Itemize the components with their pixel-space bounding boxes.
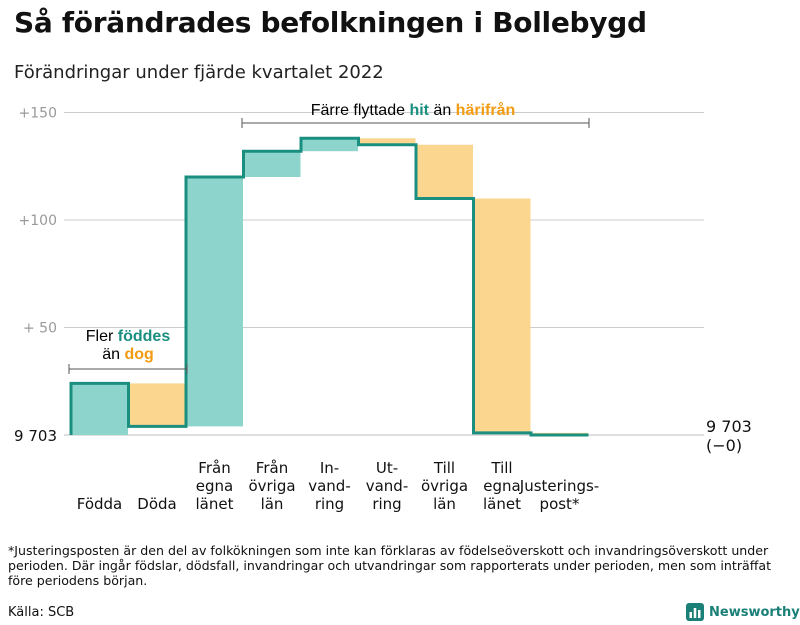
y-tick-label: +150 [19, 106, 57, 122]
source-label: Källa: SCB [8, 605, 75, 620]
brand-name: Newsworthy [709, 604, 800, 620]
annotation-births-prefix: Fler [86, 328, 118, 345]
annotation-deaths-prefix: än [102, 346, 124, 363]
waterfall-bar [473, 198, 531, 433]
y-tick-label: +100 [19, 213, 57, 229]
bar-chart-icon [686, 603, 704, 621]
x-tick-label: Till egna länet [483, 459, 521, 513]
annotation-births-bracket [68, 364, 188, 374]
waterfall-bar [416, 144, 473, 199]
brand-logo: Newsworthy [686, 603, 800, 621]
annotation-births-highlight: föddes [118, 328, 171, 345]
waterfall-bar [71, 383, 128, 435]
waterfall-bar [358, 138, 416, 145]
waterfall-bar [186, 177, 243, 427]
waterfall-bar [243, 151, 301, 177]
x-tick-label: Till övriga län [421, 459, 468, 513]
end-change-label: (−0) [706, 436, 742, 455]
annotation-births-line1: Fler föddes [86, 328, 171, 345]
population-step-line [69, 136, 589, 437]
chart-title: Så förändrades befolkningen i Bollebygd [14, 6, 647, 39]
end-population-label: 9 703 [706, 417, 752, 436]
annotation-migration-harifran: härifrån [456, 101, 516, 119]
x-tick-label: Från egna länet [196, 459, 234, 513]
annotation-migration-prefix: Färre flyttade [311, 102, 410, 119]
waterfall-chart: +150 +100 + 50 9 703 Födda Döda Från egna länet… [14, 101, 752, 513]
annotation-migration-bracket [241, 118, 590, 128]
x-tick-label: Ut-vand-ring [366, 459, 409, 513]
x-tick-label: Från övriga län [248, 459, 295, 513]
waterfall-bar [301, 138, 358, 152]
x-tick-label: In-vand-ring [308, 459, 351, 513]
annotation-births-line2: än dog [102, 346, 154, 363]
footnote: *Justeringsposten är den del av folkökni… [8, 543, 772, 588]
annotation-migration-middle: än [429, 102, 456, 119]
annotation-migration: Färre flyttade hit än härifrån [311, 101, 516, 119]
chart-subtitle: Förändringar under fjärde kvartalet 2022 [14, 62, 384, 83]
annotation-migration-hit: hit [409, 102, 429, 119]
x-tick-label: Döda [137, 495, 176, 513]
y-tick-label: + 50 [23, 321, 57, 337]
base-population-label: 9 703 [14, 427, 57, 445]
annotation-deaths-highlight: dog [124, 346, 153, 363]
x-tick-label: Justerings-post* [519, 477, 599, 513]
x-tick-label: Födda [77, 495, 123, 513]
waterfall-bar [128, 383, 186, 427]
